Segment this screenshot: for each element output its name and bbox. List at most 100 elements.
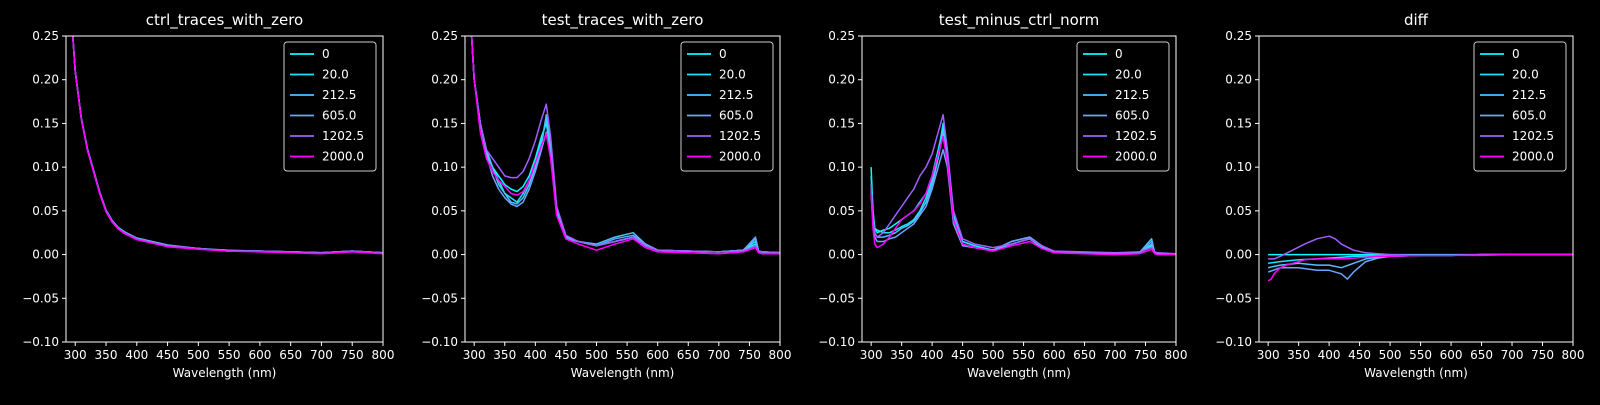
- y-tick-label: 0.00: [32, 248, 59, 262]
- y-tick-label: 0.15: [1225, 116, 1252, 130]
- y-tick-label: 0.05: [828, 204, 855, 218]
- x-tick-label: 500: [1379, 348, 1402, 362]
- x-tick-label: 300: [64, 348, 87, 362]
- legend-label: 1202.5: [322, 129, 364, 143]
- legend: 0 20.0 212.5 605.0 1202.5 2000.0: [680, 41, 774, 172]
- x-tick-label: 750: [1134, 348, 1157, 362]
- x-tick-label: 600: [1440, 348, 1463, 362]
- x-tick-label: 600: [1043, 348, 1066, 362]
- x-tick-label: 400: [921, 348, 944, 362]
- series-line-2000-0: [870, 135, 1176, 256]
- series-line-212-5: [1267, 253, 1573, 269]
- y-tick-label: 0.20: [828, 73, 855, 87]
- legend-label: 20.0: [1512, 68, 1539, 82]
- legend-label: 1202.5: [719, 129, 761, 143]
- x-tick-label: 500: [982, 348, 1005, 362]
- series-line-2000-0: [72, 36, 383, 255]
- x-tick-label: 550: [1012, 348, 1035, 362]
- x-tick-label: 650: [279, 348, 302, 362]
- legend-label: 212.5: [1115, 88, 1149, 102]
- legend-label: 2000.0: [1115, 150, 1157, 164]
- x-tick-label: 550: [1409, 348, 1432, 362]
- series-line-2000-0: [1267, 253, 1573, 282]
- legend-label: 0: [322, 47, 330, 61]
- series-line-1202-5: [870, 113, 1176, 255]
- x-tick-label: 600: [248, 348, 271, 362]
- chart-panel-4: 300 350 400 450 500 550 600 650 700 750 800 −0.10 −0…: [1215, 11, 1584, 380]
- y-tick-label: 0.00: [828, 248, 855, 262]
- x-tick-label: 450: [1348, 348, 1371, 362]
- chart-panel-1: 300 350 400 450 500 550 600 650 700 750 800 −0.10 −0…: [22, 11, 394, 380]
- x-tick-label: 300: [860, 348, 883, 362]
- legend-label: 605.0: [322, 109, 356, 123]
- x-tick-label: 700: [1501, 348, 1524, 362]
- y-tick-label: −0.10: [818, 335, 855, 349]
- x-tick-label: 800: [372, 348, 395, 362]
- y-tick-label: 0.15: [32, 116, 59, 130]
- y-tick-label: 0.05: [32, 204, 59, 218]
- y-tick-label: −0.05: [421, 291, 458, 305]
- legend-label: 0: [719, 47, 727, 61]
- legend-label: 212.5: [322, 88, 356, 102]
- legend-label: 605.0: [719, 109, 753, 123]
- legend: 0 20.0 212.5 605.0 1202.5 2000.0: [1473, 41, 1567, 172]
- x-tick-label: 550: [616, 348, 639, 362]
- chart-title: test_minus_ctrl_norm: [939, 11, 1100, 30]
- legend-label: 2000.0: [1512, 150, 1554, 164]
- legend: 0 20.0 212.5 605.0 1202.5 2000.0: [1076, 41, 1170, 172]
- y-tick-label: −0.05: [22, 291, 59, 305]
- chart-title: diff: [1404, 11, 1429, 29]
- x-tick-label: 650: [677, 348, 700, 362]
- y-tick-label: 0.10: [431, 160, 458, 174]
- x-tick-label: 750: [738, 348, 761, 362]
- axes-frame: [65, 35, 384, 343]
- legend-label: 212.5: [719, 88, 753, 102]
- y-tick-label: 0.10: [828, 160, 855, 174]
- x-tick-label: 400: [1318, 348, 1341, 362]
- y-tick-label: 0.25: [431, 29, 458, 43]
- chart-panel-2: 300 350 400 450 500 550 600 650 700 750 800 −0.10 −0…: [421, 11, 791, 380]
- x-tick-label: 700: [1104, 348, 1127, 362]
- y-tick-label: −0.10: [1215, 335, 1252, 349]
- x-tick-label: 400: [125, 348, 148, 362]
- chart-panel-3: 300 350 400 450 500 550 600 650 700 750 800 −0.10 −0…: [818, 11, 1187, 380]
- x-tick-label: 500: [187, 348, 210, 362]
- x-tick-label: 650: [1470, 348, 1493, 362]
- x-tick-label: 700: [707, 348, 730, 362]
- x-tick-label: 750: [341, 348, 364, 362]
- y-tick-label: 0.20: [32, 73, 59, 87]
- x-tick-label: 350: [493, 348, 516, 362]
- x-tick-label: 350: [1287, 348, 1310, 362]
- y-tick-label: −0.10: [421, 335, 458, 349]
- x-axis-label: Wavelength (nm): [173, 366, 277, 380]
- series-line-605-0: [1267, 253, 1573, 280]
- legend-label: 20.0: [1115, 68, 1142, 82]
- x-tick-label: 550: [218, 348, 241, 362]
- x-tick-label: 400: [524, 348, 547, 362]
- y-tick-label: 0.00: [1225, 248, 1252, 262]
- x-tick-label: 300: [463, 348, 486, 362]
- series-line-1202-5: [470, 36, 780, 254]
- series-line-1202-5: [1268, 235, 1573, 260]
- y-tick-label: 0.05: [1225, 204, 1252, 218]
- y-tick-label: −0.10: [22, 335, 59, 349]
- series-line-2000-0: [470, 36, 780, 255]
- y-tick-label: 0.25: [828, 29, 855, 43]
- legend-label: 0: [1512, 47, 1520, 61]
- legend-label: 1202.5: [1512, 129, 1554, 143]
- chart-title: test_traces_with_zero: [542, 11, 704, 30]
- y-tick-label: 0.20: [431, 73, 458, 87]
- x-tick-label: 350: [890, 348, 913, 362]
- x-axis-label: Wavelength (nm): [967, 366, 1071, 380]
- x-tick-label: 700: [310, 348, 333, 362]
- y-tick-label: 0.15: [431, 116, 458, 130]
- x-tick-label: 800: [769, 348, 792, 362]
- axes-frame: [861, 35, 1177, 343]
- x-tick-label: 650: [1073, 348, 1096, 362]
- axes-frame: [1258, 35, 1574, 343]
- y-tick-label: 0.00: [431, 248, 458, 262]
- x-tick-label: 750: [1531, 348, 1554, 362]
- x-tick-label: 500: [585, 348, 608, 362]
- legend-label: 2000.0: [322, 150, 364, 164]
